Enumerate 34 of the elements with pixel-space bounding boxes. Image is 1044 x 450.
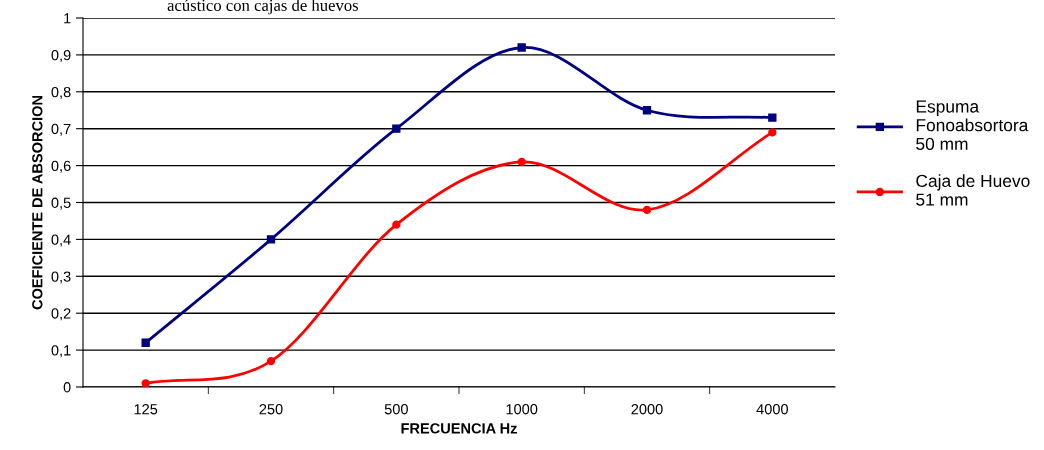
y-tick-label: 0 — [63, 382, 71, 393]
y-tick-label: 0,2 — [51, 308, 71, 321]
chart-title: acústico con cajas de huevos — [167, 0, 359, 15]
point — [141, 338, 150, 347]
x-tick-label: 2000 — [631, 404, 663, 415]
y-tick-label: 0,1 — [51, 345, 71, 358]
y-tick-label: 0,3 — [51, 271, 71, 284]
y-axis-title: COEFICIENTE DE ABSORCION — [32, 95, 43, 310]
x-tick-label: 250 — [259, 404, 283, 415]
y-tick-label: 0,9 — [51, 50, 71, 63]
point — [392, 220, 401, 229]
y-tick-label: 0,5 — [51, 197, 71, 210]
x-tick-label: 500 — [384, 404, 408, 415]
x-tick-label: 4000 — [756, 404, 788, 415]
legend-label: Caja de Huevo 51 mm — [916, 174, 1030, 206]
point — [768, 128, 777, 137]
y-tick-label: 0,6 — [51, 160, 71, 173]
point — [266, 235, 276, 244]
point — [642, 205, 652, 215]
legend-label: Espuma Fonoabsortora 50 mm — [916, 100, 1029, 151]
x-axis-title: FRECUENCIA Hz — [401, 423, 517, 434]
point — [517, 157, 526, 167]
point — [392, 124, 401, 133]
y-tick-label: 0,8 — [51, 86, 71, 99]
point — [642, 106, 652, 115]
point — [141, 379, 150, 387]
y-tick-label: 0,4 — [51, 234, 71, 247]
x-tick-label: 1000 — [506, 404, 538, 415]
y-tick-label: 0,7 — [51, 123, 71, 136]
x-tick-label: 125 — [134, 404, 158, 415]
point — [266, 357, 276, 366]
point — [768, 113, 777, 122]
point — [517, 43, 526, 52]
y-tick-label: 1 — [64, 13, 71, 24]
